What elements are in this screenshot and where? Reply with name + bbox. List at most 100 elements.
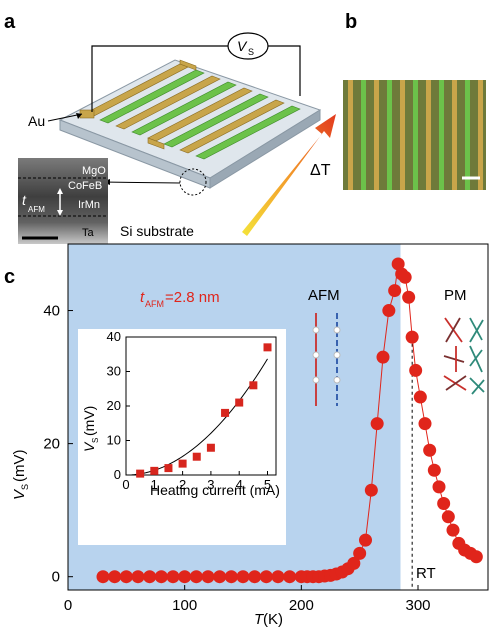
inset-data-point	[150, 466, 159, 475]
wire-right	[268, 45, 301, 96]
y-tick-label: 40	[43, 303, 60, 320]
main-data-point	[248, 570, 262, 584]
y-axis-label-sub: S	[20, 484, 30, 490]
main-data-point	[469, 550, 483, 564]
inset-y-tick-label: 0	[114, 467, 121, 482]
panel-a: a Au V S ΔT	[4, 11, 336, 244]
main-data-point	[402, 290, 416, 304]
y-tick-label: 0	[52, 569, 60, 586]
inset-x-tick-label: 2	[179, 477, 186, 492]
vs-sub: S	[248, 47, 254, 57]
layer-cofeb: CoFeB	[68, 180, 102, 192]
x-axis-label-unit: (K)	[263, 611, 283, 628]
inset-x-tick-label: 4	[236, 477, 243, 492]
main-data-point	[432, 480, 446, 494]
tafm-label: t	[22, 192, 27, 208]
zoom-circle	[179, 168, 207, 196]
tafm-sub: AFM	[28, 205, 45, 214]
panel-label-c: c	[4, 266, 15, 288]
micrograph-stripe	[478, 80, 483, 190]
inset-y-axis-label-unit: (mV)	[81, 406, 97, 436]
inset-y-tick-label: 30	[107, 364, 121, 379]
main-data-point	[398, 270, 412, 284]
main-data-point	[364, 483, 378, 497]
inset-y-tick-label: 20	[107, 398, 121, 413]
inset-y-axis-label-var: V	[81, 441, 97, 452]
main-data-point	[201, 570, 215, 584]
inset-y-ticks: 0 10 20 30 40	[107, 329, 130, 482]
main-data-point	[423, 443, 437, 457]
wire-left	[91, 45, 228, 112]
inset-x-tick-label: 3	[207, 477, 214, 492]
main-data-point	[409, 363, 423, 377]
afm-label: AFM	[308, 287, 340, 304]
delta-t-arrow	[242, 114, 336, 236]
x-axis-label-var: T	[254, 611, 265, 628]
x-tick-label: 200	[289, 597, 314, 614]
main-series-points	[96, 257, 483, 584]
micrograph-stripe	[348, 80, 353, 190]
tem-image	[18, 158, 108, 244]
main-data-point	[359, 533, 372, 547]
inset-x-tick-label: 0	[122, 477, 129, 492]
y-tick-label: 20	[43, 436, 60, 453]
main-data-point	[427, 463, 441, 477]
main-data-point	[96, 570, 110, 584]
inset-x-axis-label: Heating current (mA)	[150, 482, 280, 498]
layer-irmn: IrMn	[78, 199, 100, 211]
main-data-point	[418, 417, 432, 431]
inset-y-axis-label-sub: S	[91, 438, 100, 443]
main-data-point	[259, 570, 273, 584]
tafm-annotation-sub: AFM	[145, 299, 164, 309]
x-tick-label: 0	[64, 597, 72, 614]
main-data-point	[224, 570, 238, 584]
main-data-point	[213, 570, 227, 584]
panel-label-b: b	[345, 11, 357, 33]
main-data-point	[119, 570, 133, 584]
rt-label: RT	[416, 565, 436, 582]
inset-x-tick-label: 1	[151, 477, 158, 492]
inset-fit-curve	[125, 358, 268, 476]
layer-ta: Ta	[82, 227, 95, 239]
main-x-ticks: 0 100 200 300	[64, 585, 431, 614]
inset-data-point	[263, 343, 272, 352]
main-data-point	[370, 417, 384, 431]
panel-label-a: a	[4, 11, 16, 33]
substrate-label: Si substrate	[120, 223, 194, 239]
main-data-point	[441, 510, 455, 524]
vs-label: V	[237, 38, 248, 54]
micrograph-stripe	[465, 80, 470, 190]
tafm-annotation-value: =2.8 nm	[165, 289, 220, 306]
pm-spins-icon	[443, 317, 485, 395]
y-axis-label-var: V	[11, 488, 28, 500]
x-tick-label: 100	[172, 597, 197, 614]
inset-data-point	[178, 459, 187, 468]
inset-data-point	[136, 469, 145, 478]
main-y-ticks: 0 20 40	[43, 303, 73, 586]
inset-y-tick-label: 10	[107, 433, 121, 448]
main-data-point	[236, 570, 250, 584]
main-data-point	[446, 523, 460, 537]
main-data-point	[154, 570, 168, 584]
afm-spins-icon	[312, 313, 341, 406]
micrograph-stripe	[361, 80, 366, 190]
inset-data-point	[206, 443, 215, 452]
main-data-point	[189, 570, 203, 584]
micrograph-stripe	[439, 80, 444, 190]
panel-b: b	[343, 11, 486, 190]
main-data-point	[388, 284, 402, 298]
main-data-point	[143, 570, 157, 584]
pm-label: PM	[444, 287, 467, 304]
inset-background	[78, 329, 286, 545]
main-data-point	[405, 330, 419, 344]
tafm-annotation-var: t	[140, 289, 145, 306]
micrograph-stripe	[387, 80, 392, 190]
micrograph-stripe	[374, 80, 379, 190]
main-data-point	[391, 257, 405, 271]
y-axis-label: V S (mV)	[11, 450, 30, 501]
main-data-point	[353, 546, 367, 560]
voltmeter-symbol	[227, 32, 269, 60]
micrograph-stripes	[348, 80, 483, 190]
main-data-point	[108, 570, 122, 584]
